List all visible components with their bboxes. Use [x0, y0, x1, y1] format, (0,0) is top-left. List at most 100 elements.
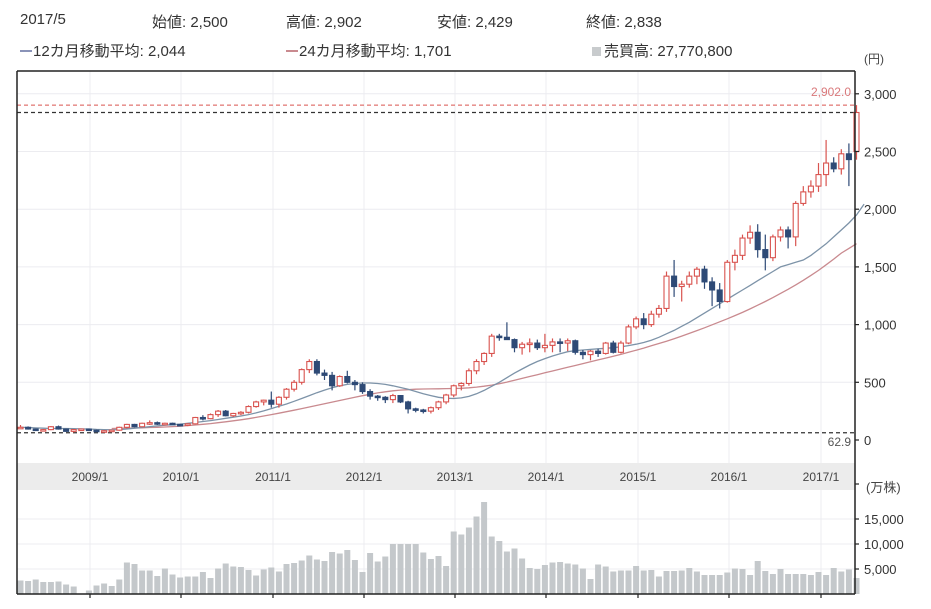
- candle-body[interactable]: [230, 412, 237, 417]
- candle-body[interactable]: [541, 344, 548, 349]
- volume-bar[interactable]: [625, 570, 632, 595]
- candle-body[interactable]: [557, 341, 564, 344]
- volume-bar[interactable]: [762, 571, 769, 594]
- candle-body[interactable]: [815, 174, 822, 187]
- candle-body[interactable]: [215, 410, 222, 416]
- volume-bar[interactable]: [161, 568, 168, 595]
- volume-bar[interactable]: [253, 575, 260, 595]
- volume-bar[interactable]: [633, 566, 640, 594]
- candle-body[interactable]: [78, 428, 85, 432]
- volume-bar[interactable]: [93, 585, 100, 595]
- candle-body[interactable]: [663, 275, 670, 309]
- candle-body[interactable]: [313, 360, 320, 374]
- volume-bar[interactable]: [313, 559, 320, 595]
- volume-bar[interactable]: [564, 563, 571, 595]
- volume-bar[interactable]: [640, 570, 647, 595]
- volume-bar[interactable]: [450, 531, 457, 595]
- candle-body[interactable]: [617, 342, 624, 353]
- candle-body[interactable]: [458, 382, 465, 387]
- volume-bar[interactable]: [709, 575, 716, 594]
- volume-bar[interactable]: [845, 569, 852, 595]
- candle-body[interactable]: [245, 405, 252, 413]
- candle-body[interactable]: [716, 289, 723, 303]
- volume-bar[interactable]: [25, 581, 32, 594]
- volume-bar[interactable]: [496, 541, 503, 594]
- candle-body[interactable]: [845, 153, 852, 161]
- volume-bar[interactable]: [275, 571, 282, 595]
- volume-bar[interactable]: [207, 578, 214, 594]
- candle-body[interactable]: [298, 369, 305, 383]
- volume-bar[interactable]: [139, 570, 146, 595]
- volume-bar[interactable]: [458, 534, 465, 595]
- volume-bar[interactable]: [807, 575, 814, 594]
- candle-body[interactable]: [701, 268, 708, 283]
- candle-body[interactable]: [374, 395, 381, 399]
- candle-body[interactable]: [686, 275, 693, 285]
- candle-body[interactable]: [389, 395, 396, 401]
- volume-bar[interactable]: [701, 575, 708, 594]
- candle-body[interactable]: [648, 313, 655, 326]
- volume-bar[interactable]: [541, 565, 548, 594]
- volume-bar[interactable]: [747, 575, 754, 594]
- volume-bar[interactable]: [321, 561, 328, 594]
- volume-bar[interactable]: [815, 572, 822, 594]
- candle-body[interactable]: [595, 350, 602, 354]
- volume-bar[interactable]: [359, 572, 366, 594]
- volume-bar[interactable]: [853, 578, 860, 594]
- candle-body[interactable]: [655, 307, 662, 315]
- candle-body[interactable]: [769, 236, 776, 259]
- volume-bar[interactable]: [63, 584, 70, 595]
- candle-body[interactable]: [268, 399, 275, 405]
- candle-body[interactable]: [85, 428, 92, 432]
- volume-bar[interactable]: [116, 579, 123, 595]
- candle-body[interactable]: [405, 401, 412, 410]
- candle-body[interactable]: [32, 428, 39, 432]
- volume-bar[interactable]: [215, 568, 222, 595]
- candle-body[interactable]: [807, 185, 814, 193]
- candle-body[interactable]: [329, 374, 336, 387]
- candle-body[interactable]: [602, 342, 609, 354]
- volume-bar[interactable]: [595, 564, 602, 595]
- candle-body[interactable]: [40, 429, 47, 432]
- candle-body[interactable]: [671, 275, 678, 288]
- volume-bar[interactable]: [557, 562, 564, 594]
- volume-bar[interactable]: [534, 569, 541, 594]
- candle-body[interactable]: [169, 422, 176, 426]
- volume-bar[interactable]: [549, 562, 556, 595]
- candle-body[interactable]: [222, 410, 229, 417]
- volume-bar[interactable]: [32, 579, 39, 595]
- volume-bar[interactable]: [465, 527, 472, 595]
- candle-body[interactable]: [123, 423, 130, 428]
- volume-bar[interactable]: [123, 562, 130, 595]
- volume-bar[interactable]: [47, 582, 54, 594]
- volume-bar[interactable]: [731, 568, 738, 595]
- volume-bar[interactable]: [389, 544, 396, 594]
- volume-bar[interactable]: [663, 571, 670, 594]
- volume-bar[interactable]: [777, 569, 784, 594]
- candle-body[interactable]: [359, 384, 366, 393]
- volume-bar[interactable]: [602, 566, 609, 595]
- candle-body[interactable]: [747, 231, 754, 239]
- candle-body[interactable]: [587, 350, 594, 356]
- volume-bar[interactable]: [154, 576, 161, 594]
- volume-bar[interactable]: [792, 574, 799, 594]
- volume-bar[interactable]: [177, 577, 184, 595]
- candle-body[interactable]: [610, 342, 617, 353]
- volume-bar[interactable]: [101, 583, 108, 595]
- volume-bar[interactable]: [184, 576, 191, 595]
- candle-body[interactable]: [709, 281, 716, 291]
- volume-bar[interactable]: [443, 566, 450, 594]
- candle-body[interactable]: [161, 422, 168, 426]
- volume-bar[interactable]: [70, 586, 77, 595]
- candle-body[interactable]: [237, 411, 244, 415]
- volume-bar[interactable]: [739, 569, 746, 594]
- volume-bar[interactable]: [481, 502, 488, 594]
- candle-body[interactable]: [25, 426, 32, 430]
- volume-bar[interactable]: [511, 548, 518, 595]
- volume-bar[interactable]: [488, 536, 495, 595]
- candle-body[interactable]: [496, 335, 503, 339]
- candle-body[interactable]: [534, 342, 541, 349]
- candle-body[interactable]: [625, 326, 632, 344]
- volume-bar[interactable]: [572, 564, 579, 595]
